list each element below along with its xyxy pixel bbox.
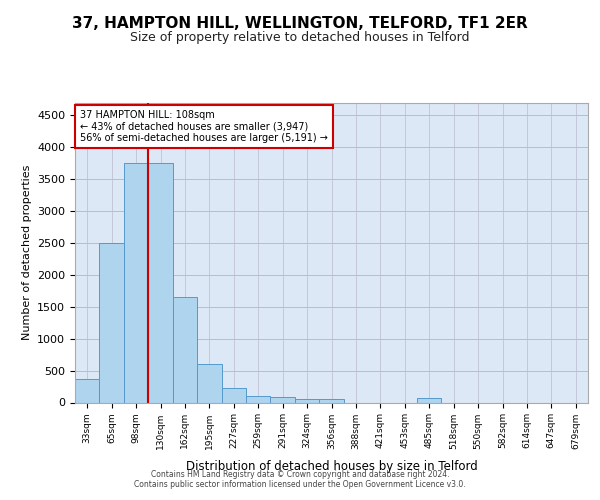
Bar xyxy=(246,396,271,402)
X-axis label: Distribution of detached houses by size in Telford: Distribution of detached houses by size … xyxy=(185,460,478,472)
Bar xyxy=(75,378,100,402)
Bar xyxy=(417,398,442,402)
Bar xyxy=(197,364,221,403)
Bar xyxy=(271,398,295,402)
Text: 37, HAMPTON HILL, WELLINGTON, TELFORD, TF1 2ER: 37, HAMPTON HILL, WELLINGTON, TELFORD, T… xyxy=(72,16,528,31)
Bar xyxy=(148,163,173,402)
Text: Size of property relative to detached houses in Telford: Size of property relative to detached ho… xyxy=(130,31,470,44)
Bar xyxy=(221,388,246,402)
Bar xyxy=(295,400,319,402)
Bar xyxy=(319,400,344,402)
Bar xyxy=(124,163,148,402)
Text: Contains HM Land Registry data © Crown copyright and database right 2024.
Contai: Contains HM Land Registry data © Crown c… xyxy=(134,470,466,489)
Bar xyxy=(100,243,124,402)
Text: 37 HAMPTON HILL: 108sqm
← 43% of detached houses are smaller (3,947)
56% of semi: 37 HAMPTON HILL: 108sqm ← 43% of detache… xyxy=(80,110,328,143)
Y-axis label: Number of detached properties: Number of detached properties xyxy=(22,165,32,340)
Bar xyxy=(173,297,197,403)
